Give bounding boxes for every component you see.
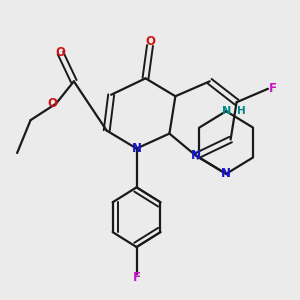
Text: O: O — [145, 35, 155, 48]
Text: N: N — [221, 106, 231, 116]
Text: F: F — [268, 82, 276, 95]
Text: F: F — [133, 271, 141, 284]
Text: O: O — [56, 46, 65, 59]
Text: N: N — [191, 149, 201, 163]
Text: N: N — [221, 167, 231, 180]
Text: O: O — [47, 97, 57, 110]
Text: N: N — [132, 142, 142, 155]
Text: H: H — [237, 106, 245, 116]
